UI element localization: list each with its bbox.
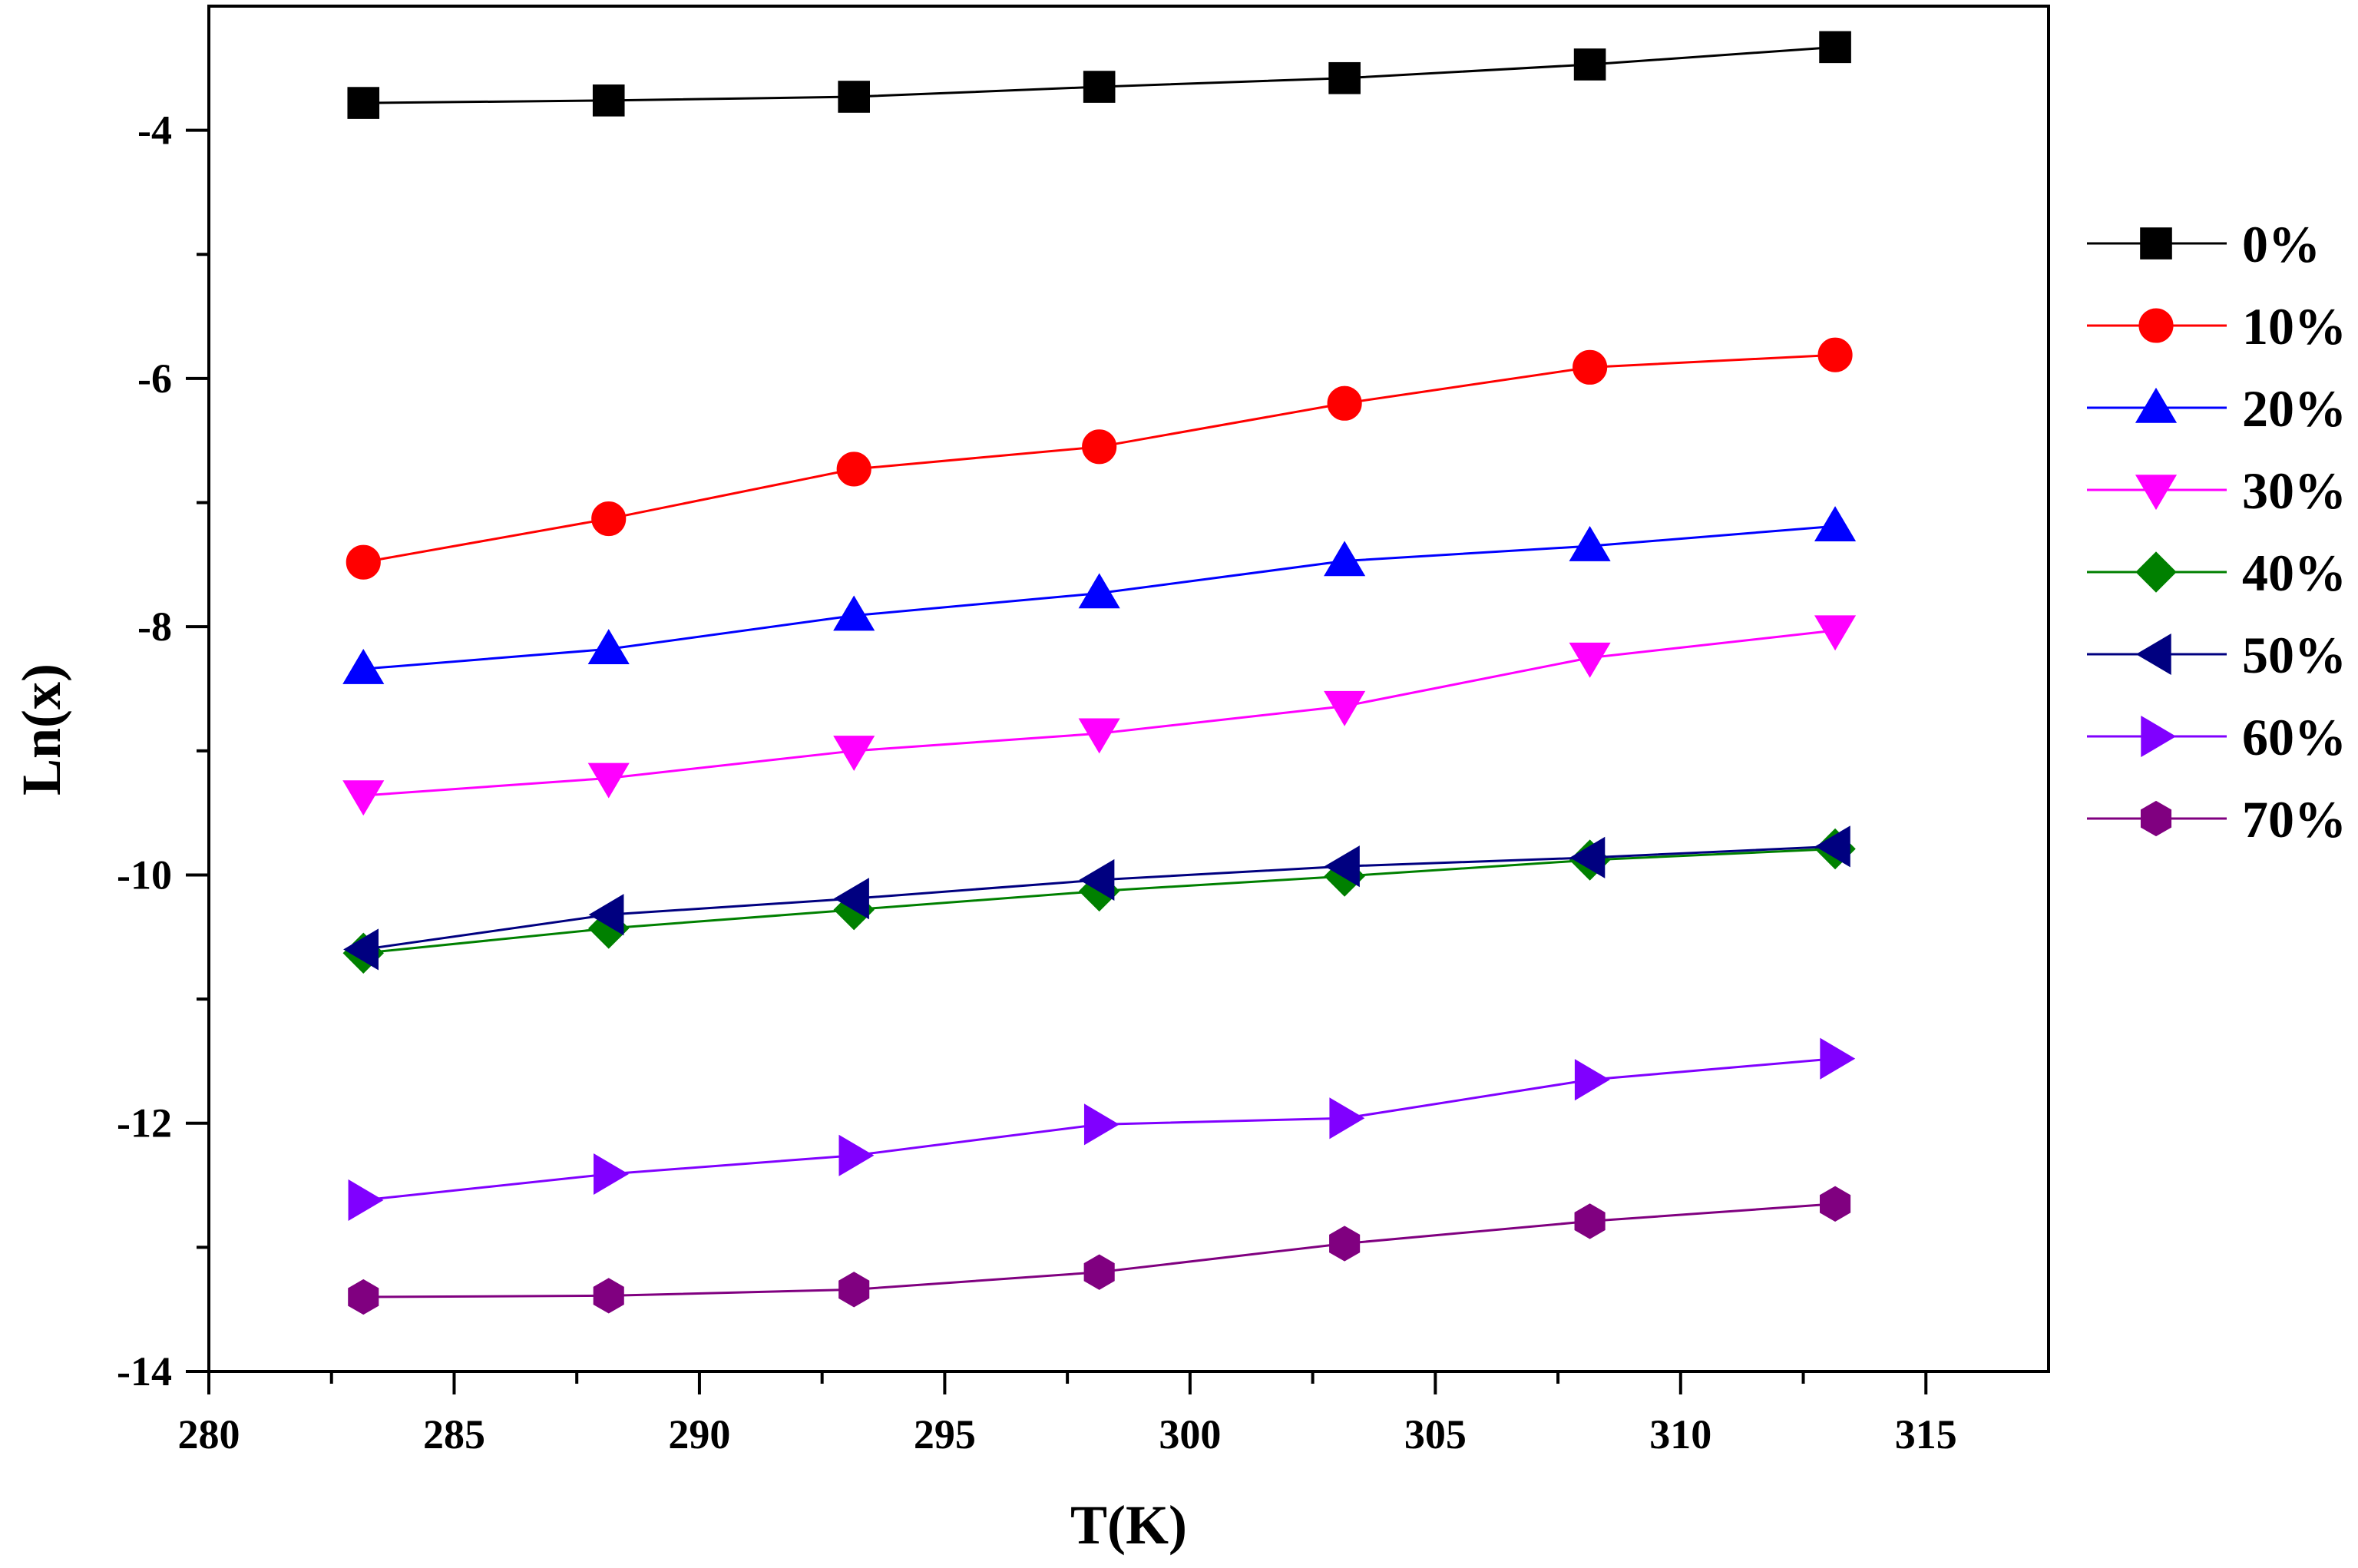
legend-label: 40% [2242, 544, 2346, 602]
x-tick-label: 280 [178, 1411, 240, 1457]
data-point [1079, 858, 1115, 901]
y-tick-label: -12 [117, 1100, 172, 1146]
legend-label: 50% [2242, 626, 2346, 684]
data-point [591, 501, 627, 537]
series-0pct [347, 31, 1851, 119]
legend-label: 70% [2242, 790, 2346, 849]
data-point [1083, 1103, 1119, 1146]
legend-label: 60% [2242, 708, 2346, 766]
data-point [348, 1179, 384, 1221]
series-70pct [348, 1186, 1851, 1315]
legend-entry: 0% [2087, 215, 2320, 273]
legend-label: 30% [2242, 461, 2346, 520]
data-point [594, 1153, 629, 1196]
data-point [1569, 836, 1606, 878]
data-point [1082, 429, 1117, 465]
y-tick-label: -10 [117, 852, 172, 898]
data-point [1574, 1059, 1610, 1101]
data-point [1327, 385, 1362, 421]
legend-marker [2141, 715, 2177, 758]
legend-marker [2140, 800, 2172, 837]
legend-marker [2135, 633, 2171, 676]
data-point [1324, 541, 1366, 577]
data-point [833, 736, 875, 771]
legend-label: 20% [2242, 379, 2346, 438]
data-point [838, 1272, 870, 1308]
legend-entry: 60% [2087, 708, 2346, 766]
legend-entry: 70% [2087, 790, 2346, 849]
data-point [1078, 573, 1120, 609]
data-point [342, 648, 385, 684]
x-tick-label: 305 [1404, 1411, 1467, 1457]
series-50pct [343, 825, 1850, 971]
legend-entry: 10% [2087, 297, 2346, 356]
data-point [348, 1279, 379, 1315]
data-point [1328, 61, 1361, 94]
data-point [588, 894, 624, 936]
legend-marker [2138, 308, 2174, 343]
data-point [836, 452, 871, 487]
x-tick-label: 285 [423, 1411, 485, 1457]
legend-entry: 50% [2087, 626, 2346, 684]
series-10pct [346, 337, 1853, 580]
data-point [1574, 1203, 1606, 1239]
data-point [343, 928, 379, 971]
data-point [1820, 1186, 1851, 1222]
data-point [1324, 690, 1366, 726]
data-point [1324, 845, 1360, 888]
x-tick-label: 300 [1159, 1411, 1221, 1457]
data-point [834, 878, 869, 920]
data-point [1569, 642, 1611, 678]
data-point [1329, 1226, 1361, 1262]
legend-marker [2135, 475, 2178, 511]
data-point [1573, 48, 1606, 81]
y-tick-label: -6 [137, 356, 172, 402]
data-point [838, 81, 870, 113]
data-point [587, 762, 630, 799]
legend-label: 0% [2242, 215, 2320, 273]
legend-entry: 20% [2087, 379, 2346, 438]
data-point [346, 544, 381, 580]
legend-label: 10% [2242, 297, 2346, 356]
data-point [1573, 349, 1608, 385]
data-point [1078, 718, 1120, 754]
x-tick-label: 310 [1649, 1411, 1711, 1457]
legend-marker [2135, 551, 2177, 593]
data-point [1819, 31, 1851, 64]
y-tick-label: -14 [117, 1348, 172, 1394]
legend-entry: 30% [2087, 461, 2346, 520]
data-point [1814, 825, 1850, 868]
data-point [592, 84, 625, 117]
y-tick-label: -8 [137, 604, 172, 650]
series-60pct [348, 1037, 1856, 1221]
x-tick-label: 295 [914, 1411, 976, 1457]
data-point [1814, 506, 1857, 541]
y-axis-label: Ln(x) [11, 663, 72, 796]
data-point [1329, 1097, 1365, 1140]
plot-frame [207, 5, 2050, 1373]
x-axis-label: T(K) [1070, 1494, 1187, 1556]
legend-entry: 40% [2087, 544, 2346, 602]
data-point [347, 87, 380, 119]
legend-marker [2135, 387, 2178, 423]
series-30pct [342, 615, 1857, 816]
data-point [587, 629, 630, 664]
legend-marker [2140, 227, 2172, 260]
data-point [1817, 337, 1853, 372]
data-point [1083, 71, 1116, 103]
x-tick-label: 290 [668, 1411, 730, 1457]
data-point [1814, 615, 1857, 651]
data-point [1083, 1254, 1115, 1290]
y-tick-label: -4 [137, 108, 172, 154]
data-point [593, 1278, 624, 1314]
data-point [342, 780, 385, 816]
series-20pct [342, 506, 1857, 684]
data-point [833, 595, 875, 631]
data-point [838, 1134, 875, 1176]
data-point [1569, 525, 1611, 561]
data-point [1820, 1037, 1856, 1080]
x-tick-label: 315 [1895, 1411, 1957, 1457]
